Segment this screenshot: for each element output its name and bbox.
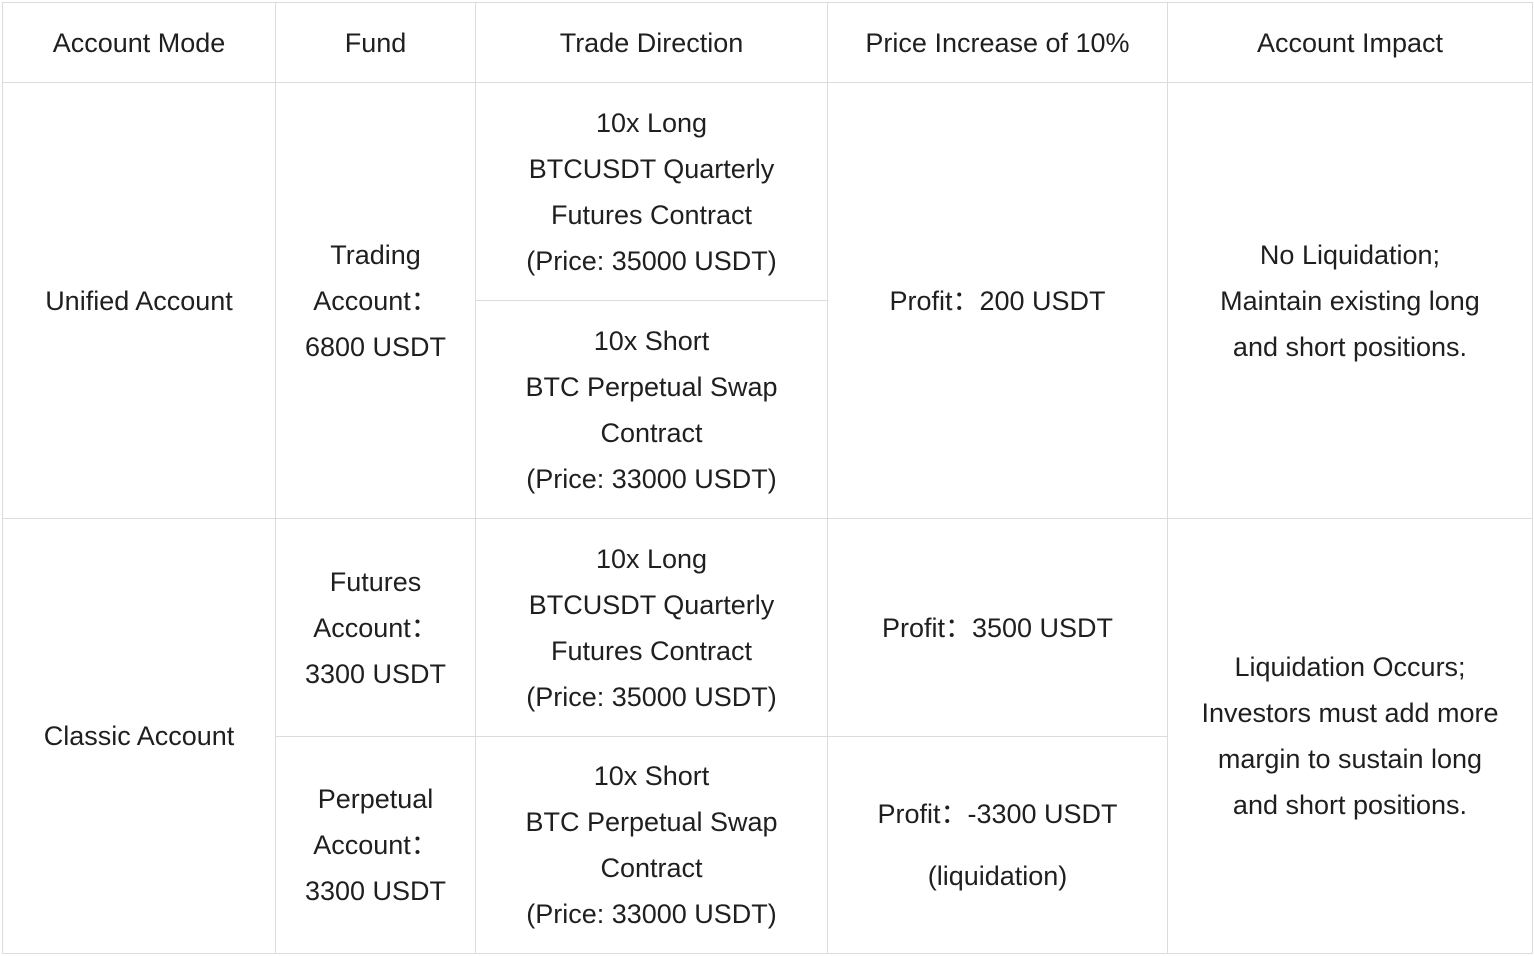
unified-trade-long-cell: 10x Long BTCUSDT Quarterly Futures Contr… xyxy=(475,82,828,301)
header-price-increase: Price Increase of 10% xyxy=(827,2,1168,83)
unified-account-mode: Unified Account xyxy=(2,82,276,519)
trade-line: BTC Perpetual Swap xyxy=(525,807,778,837)
unified-fund-line: 6800 USDT xyxy=(304,331,447,362)
classic-perpetual-fund-cell: Perpetual Account： 3300 USDT xyxy=(275,736,476,954)
impact-line: and short positions. xyxy=(1232,790,1468,820)
classic-account-impact: Liquidation Occurs; Investors must add m… xyxy=(1167,518,1533,954)
classic-account-mode: Classic Account xyxy=(2,518,276,954)
trade-line: 10x Short xyxy=(593,325,710,356)
trade-line: Contract xyxy=(600,417,703,448)
trade-line: Futures Contract xyxy=(550,199,753,230)
header-trade-direction: Trade Direction xyxy=(475,2,828,83)
perpetual-profit-text: Profit：-3300 USDT xyxy=(877,799,1118,829)
classic-perpetual-price-impact: Profit：-3300 USDT (liquidation) xyxy=(827,736,1168,954)
classic-futures-price-impact: Profit：3500 USDT xyxy=(827,518,1168,737)
table-row: Unified Account Trading Account： 6800 US… xyxy=(2,82,1533,519)
classic-trade-long-cell: 10x Long BTCUSDT Quarterly Futures Contr… xyxy=(475,518,828,737)
trade-line: BTCUSDT Quarterly xyxy=(528,589,775,620)
trade-line: Futures Contract xyxy=(550,635,753,666)
unified-fund-cell: Trading Account： 6800 USDT xyxy=(275,82,476,519)
trade-line: 10x Long xyxy=(595,543,708,574)
unified-trade-short-cell: 10x Short BTC Perpetual Swap Contract (P… xyxy=(475,300,828,519)
impact-line: Investors must add more xyxy=(1201,698,1499,728)
trade-line: (Price: 35000 USDT) xyxy=(526,245,777,276)
perpetual-fund-line: Perpetual xyxy=(317,784,434,814)
perpetual-fund-line: 3300 USDT xyxy=(304,876,447,906)
header-fund: Fund xyxy=(275,2,476,83)
futures-fund-line: Account： xyxy=(313,612,438,643)
header-account-impact: Account Impact xyxy=(1167,2,1533,83)
unified-price-impact: Profit：200 USDT xyxy=(827,82,1168,519)
classic-trade-short-cell: 10x Short BTC Perpetual Swap Contract (P… xyxy=(475,736,828,954)
table-row: 10x Short BTC Perpetual Swap Contract (P… xyxy=(3,300,1533,519)
futures-fund-line: Futures xyxy=(329,566,422,597)
table-row: Classic Account Futures Account： 3300 US… xyxy=(2,518,1533,954)
trade-line: (Price: 35000 USDT) xyxy=(526,681,777,712)
unified-fund-line: Trading xyxy=(330,239,421,270)
impact-line: and short positions. xyxy=(1232,331,1468,362)
trade-line: BTC Perpetual Swap xyxy=(525,371,778,402)
perpetual-fund-line: Account： xyxy=(313,830,438,860)
impact-line: margin to sustain long xyxy=(1217,744,1483,774)
trade-line: BTCUSDT Quarterly xyxy=(528,153,775,184)
trade-line: Contract xyxy=(600,853,703,883)
trade-line: (Price: 33000 USDT) xyxy=(526,899,777,929)
liquidation-note: (liquidation) xyxy=(927,861,1068,891)
header-row: Account Mode Fund Trade Direction Price … xyxy=(2,2,1533,83)
trade-line: 10x Short xyxy=(593,761,710,791)
impact-line: Liquidation Occurs; xyxy=(1234,652,1466,682)
impact-line: Maintain existing long xyxy=(1220,285,1480,316)
table-row: Perpetual Account： 3300 USDT 10x Short B… xyxy=(3,736,1533,954)
trade-line: (Price: 33000 USDT) xyxy=(526,463,777,494)
trade-line: 10x Long xyxy=(595,107,708,138)
classic-futures-fund-cell: Futures Account： 3300 USDT xyxy=(275,518,476,737)
futures-fund-line: 3300 USDT xyxy=(304,658,447,689)
unified-account-impact: No Liquidation; Maintain existing long a… xyxy=(1167,82,1533,519)
unified-fund-line: Account： xyxy=(313,285,438,316)
header-account-mode: Account Mode xyxy=(2,2,276,83)
impact-line: No Liquidation; xyxy=(1259,239,1441,270)
